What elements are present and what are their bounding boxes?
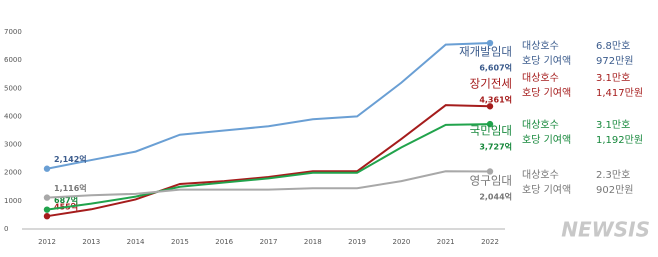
x-tick-label: 2017 <box>260 238 278 246</box>
x-tick-label: 2020 <box>392 238 410 246</box>
point-marker <box>486 103 494 110</box>
detail-label: 대상호수 <box>522 119 559 131</box>
point-marker <box>486 168 494 175</box>
detail-label: 호당 기여액 <box>522 134 571 146</box>
y-tick-label: 4000 <box>4 112 22 120</box>
series-name: 영구임대 <box>470 174 512 188</box>
x-tick-label: 2013 <box>82 238 100 246</box>
series-line <box>46 104 491 218</box>
detail-label: 대상호수 <box>522 169 559 181</box>
x-tick-label: 2016 <box>215 238 233 246</box>
y-tick-label: 7000 <box>4 28 22 36</box>
point-marker <box>486 39 494 47</box>
detail-value: 1,192만원 <box>596 134 643 146</box>
y-tick-label: 0 <box>4 225 8 233</box>
x-tick-label: 2021 <box>437 238 455 246</box>
y-tick-label: 5000 <box>4 84 22 92</box>
series-name: 재개발임대 <box>459 45 512 59</box>
detail-value: 972만원 <box>596 55 634 67</box>
detail-value: 6.8만호 <box>596 40 630 52</box>
y-tick-label: 6000 <box>4 56 22 64</box>
y-tick-label: 3000 <box>4 141 22 149</box>
detail-value: 1,417만원 <box>596 87 643 99</box>
y-tick-label: 2000 <box>4 169 22 177</box>
x-tick-label: 2015 <box>171 238 189 246</box>
point-marker <box>43 165 51 172</box>
detail-label: 호당 기여액 <box>522 184 571 196</box>
series-line <box>46 123 491 211</box>
x-tick-label: 2022 <box>481 238 499 246</box>
detail-value: 2.3만호 <box>596 169 630 181</box>
point-marker <box>43 206 51 213</box>
detail-label: 호당 기여액 <box>522 87 571 99</box>
detail-value: 3.1만호 <box>596 119 630 131</box>
watermark: NEWSIS <box>561 218 650 242</box>
point-marker <box>43 212 51 220</box>
x-tick-label: 2018 <box>304 238 322 246</box>
x-tick-label: 2019 <box>348 238 366 246</box>
detail-value: 3.1만호 <box>596 72 630 84</box>
value-label: 4,361억 <box>479 95 512 105</box>
series-line <box>46 42 491 170</box>
value-label: 2,044억 <box>479 192 512 202</box>
value-label: 1,116억 <box>54 183 87 193</box>
series-line <box>46 170 491 199</box>
detail-label: 대상호수 <box>522 40 559 52</box>
detail-value: 902만원 <box>596 184 634 196</box>
point-marker <box>486 120 494 128</box>
x-tick-label: 2014 <box>127 238 145 246</box>
value-label: 687억 <box>54 195 78 205</box>
series-name: 장기전세 <box>470 77 512 91</box>
value-label: 2,142억 <box>54 154 87 164</box>
detail-label: 대상호수 <box>522 72 559 84</box>
y-tick-label: 1000 <box>4 197 22 205</box>
detail-label: 호당 기여액 <box>522 55 571 67</box>
point-marker <box>43 194 51 201</box>
value-label: 3,727억 <box>479 142 512 152</box>
series-name: 국민임대 <box>470 124 512 138</box>
value-label: 6,607억 <box>479 63 512 73</box>
x-tick-label: 2012 <box>38 238 56 246</box>
